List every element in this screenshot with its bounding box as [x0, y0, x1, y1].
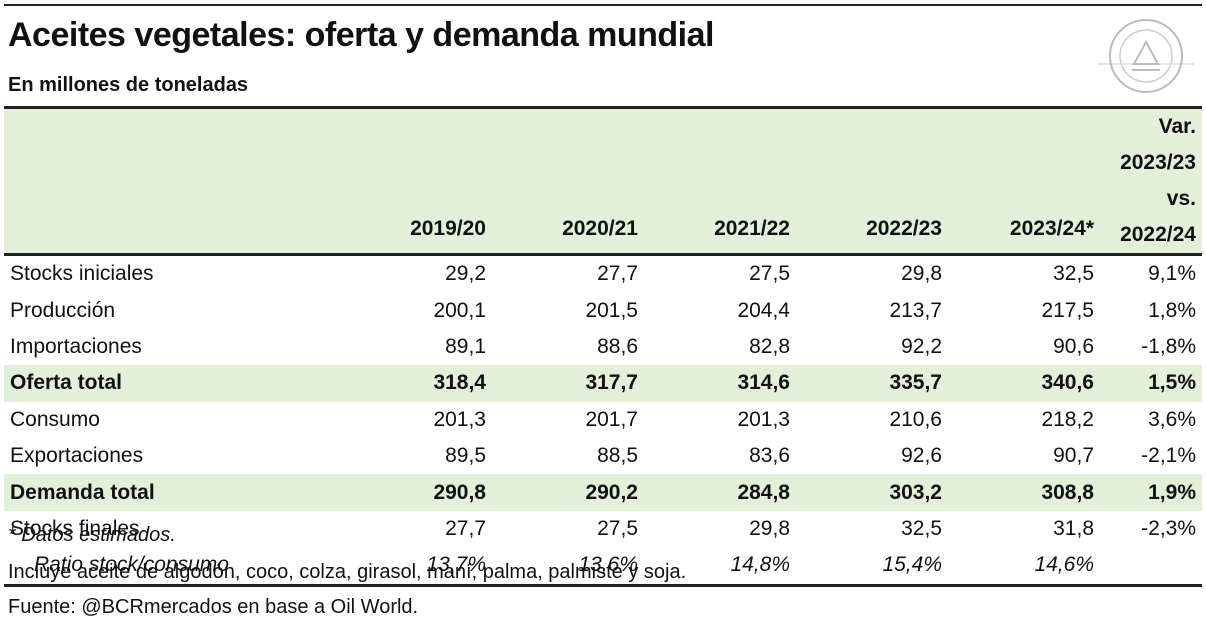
- row-label: Demanda total: [10, 480, 155, 504]
- note: Fuente: @BCRmercados en base a Oil World…: [8, 596, 419, 618]
- cell: 88,6: [597, 334, 638, 358]
- cell: 201,3: [433, 407, 486, 431]
- table-row: Stocks finales 27,7 27,5 29,8 32,5 31,8 -2,3%: [4, 511, 1202, 547]
- cell: 27,5: [597, 516, 638, 540]
- cell: 89,1: [445, 334, 486, 358]
- column-header: 2021/22: [714, 217, 790, 240]
- note: Incluye aceite de algodón, coco, colza, …: [8, 561, 687, 583]
- table-row: Oferta total 318,4 317,7 314,6 335,7 340,6 1,5…: [4, 365, 1202, 402]
- table-row: Ratio stock/consumo 13,7% 13,6% 14,8% 15,4% 1…: [4, 547, 1202, 585]
- cell: 32,5: [901, 516, 942, 540]
- note: * Datos estimados.: [8, 524, 176, 546]
- cell: 88,5: [597, 444, 638, 468]
- cell: -2,1%: [1141, 444, 1196, 468]
- logo: [1098, 19, 1194, 93]
- row-label: Importaciones: [10, 334, 142, 358]
- rule: [4, 4, 1202, 6]
- cell: 92,6: [901, 444, 942, 468]
- cell: 90,7: [1053, 444, 1094, 468]
- column-header: 2022/23: [866, 217, 942, 240]
- table-row: Stocks iniciales 29,2 27,7 27,5 29,8 32,5 9,1%: [4, 255, 1202, 293]
- table-row: Producción 200,1 201,5 204,4 213,7 217,5 1,8%: [4, 292, 1202, 328]
- subtitle: En millones de toneladas: [8, 74, 249, 96]
- cell: 14,8%: [730, 553, 790, 577]
- cell: 31,8: [1053, 516, 1094, 540]
- column-header: Var. 2023/23 vs. 2022/24: [1100, 108, 1202, 255]
- empty-cell: [1100, 547, 1202, 585]
- header-row: 2019/20 2020/21 2021/22 2022/23 2023/24* Var.…: [4, 107, 1202, 255]
- cell: 1,8%: [1148, 298, 1196, 322]
- cell: 32,5: [1053, 262, 1094, 286]
- cell: 335,7: [889, 371, 942, 395]
- cell: 3,6%: [1148, 407, 1196, 431]
- cell: 13,6%: [578, 553, 638, 577]
- cell: 201,5: [585, 298, 638, 322]
- cell: 290,8: [433, 480, 486, 504]
- cell: 217,5: [1041, 298, 1094, 322]
- header-cell: [4, 108, 340, 255]
- cell: 27,7: [445, 516, 486, 540]
- cell: 82,8: [749, 334, 790, 358]
- row-label: Stocks finales: [10, 516, 140, 540]
- cell: 14,6%: [1034, 553, 1094, 577]
- table-row: Importaciones 89,1 88,6 82,8 92,2 90,6 -1,8%: [4, 329, 1202, 365]
- cell: -1,8%: [1141, 334, 1196, 358]
- cell: -2,3%: [1141, 516, 1196, 540]
- cell: 210,6: [889, 407, 942, 431]
- cell: 15,4%: [882, 553, 942, 577]
- cell: 29,8: [749, 516, 790, 540]
- cell: 13,7%: [426, 553, 486, 577]
- cell: 9,1%: [1148, 262, 1196, 286]
- row-label: Stocks iniciales: [10, 262, 154, 286]
- cell: 218,2: [1041, 407, 1094, 431]
- cell: 318,4: [433, 371, 486, 395]
- cell: 92,2: [901, 334, 942, 358]
- table-row: Exportaciones 89,5 88,5 83,6 92,6 90,7 -2,1%: [4, 438, 1202, 474]
- cell: 83,6: [749, 444, 790, 468]
- cell: 303,2: [889, 480, 942, 504]
- cell: 314,6: [737, 371, 790, 395]
- column-header-line: vs. 2022/24: [1120, 187, 1196, 246]
- title: Aceites vegetales: oferta y demanda mund…: [8, 16, 714, 54]
- cell: 290,2: [585, 480, 638, 504]
- cell: 308,8: [1041, 480, 1094, 504]
- row-label: Ratio stock/consumo: [34, 553, 229, 577]
- row-label: Consumo: [10, 407, 100, 431]
- cell: 201,3: [737, 407, 790, 431]
- cell: 204,4: [737, 298, 790, 322]
- cell: 27,7: [597, 262, 638, 286]
- column-header: 2019/20: [410, 217, 486, 240]
- table-row: Consumo 201,3 201,7 201,3 210,6 218,2 3,6%: [4, 402, 1202, 438]
- cell: 200,1: [433, 298, 486, 322]
- cell: 27,5: [749, 262, 790, 286]
- column-header: 2023/24*: [1009, 217, 1094, 240]
- cell: 284,8: [737, 480, 790, 504]
- cell: 29,2: [445, 262, 486, 286]
- cell: 29,8: [901, 262, 942, 286]
- cell: 201,7: [585, 407, 638, 431]
- cell: 1,9%: [1148, 480, 1196, 504]
- cell: 89,5: [445, 444, 486, 468]
- cell: 340,6: [1041, 371, 1094, 395]
- cell: 317,7: [585, 371, 638, 395]
- column-header: 2020/21: [562, 217, 638, 240]
- row-label: Producción: [10, 298, 116, 322]
- cell: 1,5%: [1148, 371, 1196, 395]
- cell: 90,6: [1053, 334, 1094, 358]
- table-row: Demanda total 290,8 290,2 284,8 303,2 308,8 1,…: [4, 474, 1202, 511]
- cell: 213,7: [889, 298, 942, 322]
- data-table: 2019/20 2020/21 2021/22 2022/23 2023/24* Var.…: [4, 106, 1202, 587]
- column-header-line: Var. 2023/23: [1120, 115, 1196, 174]
- row-label: Exportaciones: [10, 444, 144, 468]
- row-label: Oferta total: [10, 371, 123, 395]
